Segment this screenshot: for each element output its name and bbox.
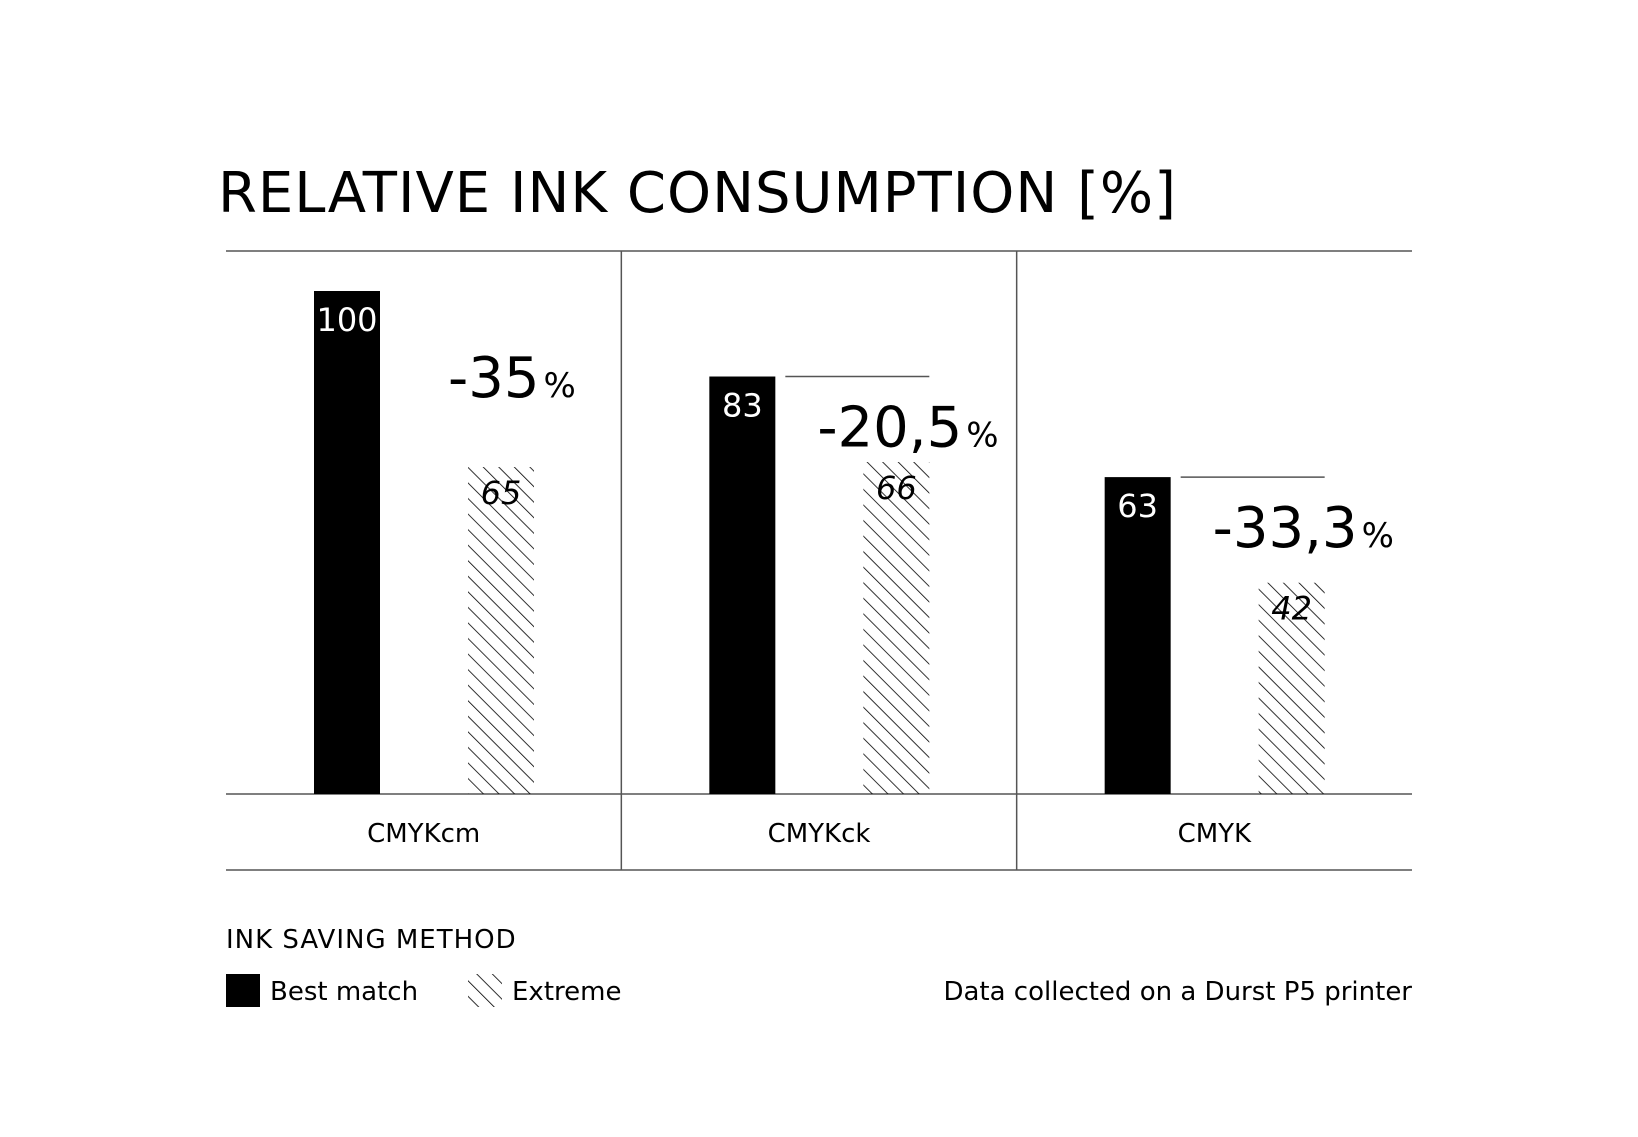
data-label-extreme: 42 (1271, 590, 1312, 628)
data-source-note: Data collected on a Durst P5 printer (943, 977, 1412, 1007)
category-label: CMYKck (768, 819, 871, 849)
delta-annotation: -33,3% (1213, 496, 1394, 561)
chart-frame (226, 250, 1412, 871)
data-label-best-match: 100 (316, 301, 377, 339)
delta-unit: % (543, 366, 575, 406)
bar-best-match (1104, 477, 1171, 794)
legend-label-extreme: Extreme (512, 977, 621, 1007)
data-label-extreme: 66 (876, 469, 917, 507)
bar-best-match (709, 376, 776, 794)
delta-unit: % (1362, 516, 1394, 556)
bar-extreme (468, 467, 534, 794)
category-label: CMYKcm (367, 819, 480, 849)
data-label-extreme: 65 (481, 474, 522, 512)
delta-unit: % (966, 416, 998, 456)
delta-annotation: -20,5% (817, 396, 998, 461)
legend-label-best-match: Best match (270, 977, 418, 1007)
chart-title: RELATIVE INK CONSUMPTION [%] (218, 161, 1177, 226)
bars-group (314, 291, 1325, 794)
delta-annotation: -35% (448, 346, 576, 411)
data-label-best-match: 83 (722, 387, 763, 425)
bar-best-match (314, 291, 380, 794)
legend-title: INK SAVING METHOD (226, 925, 517, 955)
category-label: CMYK (1178, 819, 1252, 849)
bar-extreme (863, 462, 930, 794)
data-label-best-match: 63 (1117, 487, 1158, 525)
bar-extreme (1258, 582, 1325, 794)
legend-swatch-extreme (468, 974, 502, 1007)
legend-swatch-best-match (226, 974, 260, 1007)
